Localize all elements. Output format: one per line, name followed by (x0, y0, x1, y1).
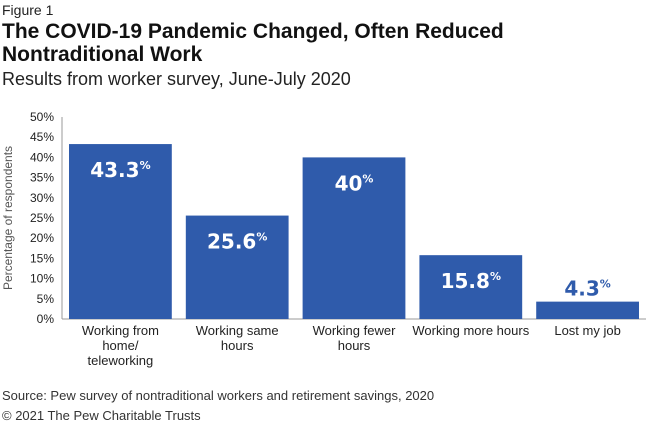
y-tick-label: 15% (30, 251, 54, 265)
bar (302, 157, 406, 319)
category-label: Working more hours (412, 323, 529, 338)
category-label: home/ (102, 338, 139, 353)
bar (69, 144, 172, 319)
chart-subtitle: Results from worker survey, June-July 20… (2, 69, 351, 89)
category-label: Working fewer (313, 323, 397, 338)
chart-title: The COVID-19 Pandemic Changed, Often Red… (2, 20, 504, 66)
y-tick-label: 0% (37, 312, 55, 326)
category-label: Working same (196, 323, 279, 338)
figure-label: Figure 1 (2, 2, 54, 18)
y-tick-label: 50% (30, 110, 54, 124)
y-tick-label: 10% (30, 272, 54, 286)
bar (419, 255, 523, 319)
bar (536, 301, 639, 319)
source-note: Source: Pew survey of nontraditional wor… (2, 388, 435, 403)
copyright-note: © 2021 The Pew Charitable Trusts (2, 408, 201, 423)
category-label: hours (221, 338, 254, 353)
category-label: hours (338, 338, 371, 353)
bar-chart: Percentage of respondents 0% 5% 10% 15% 20% 2… (1, 110, 646, 368)
y-tick-label: 30% (30, 191, 54, 205)
y-tick-label: 25% (30, 211, 54, 225)
category-label: Working from (82, 323, 159, 338)
y-tick-label: 35% (30, 171, 54, 185)
y-tick-label: 45% (30, 130, 54, 144)
category-label: Lost my job (554, 323, 620, 338)
y-tick-label: 5% (37, 292, 55, 306)
category-label: teleworking (88, 353, 154, 368)
y-tick-label: 20% (30, 231, 54, 245)
y-axis-label: Percentage of respondents (1, 146, 15, 290)
y-tick-label: 40% (30, 150, 54, 164)
bar-value-label: 4.3% (564, 277, 610, 301)
bar (185, 215, 289, 319)
bars-group: 43.3%25.6%40%15.8% 4.3% (69, 144, 639, 319)
